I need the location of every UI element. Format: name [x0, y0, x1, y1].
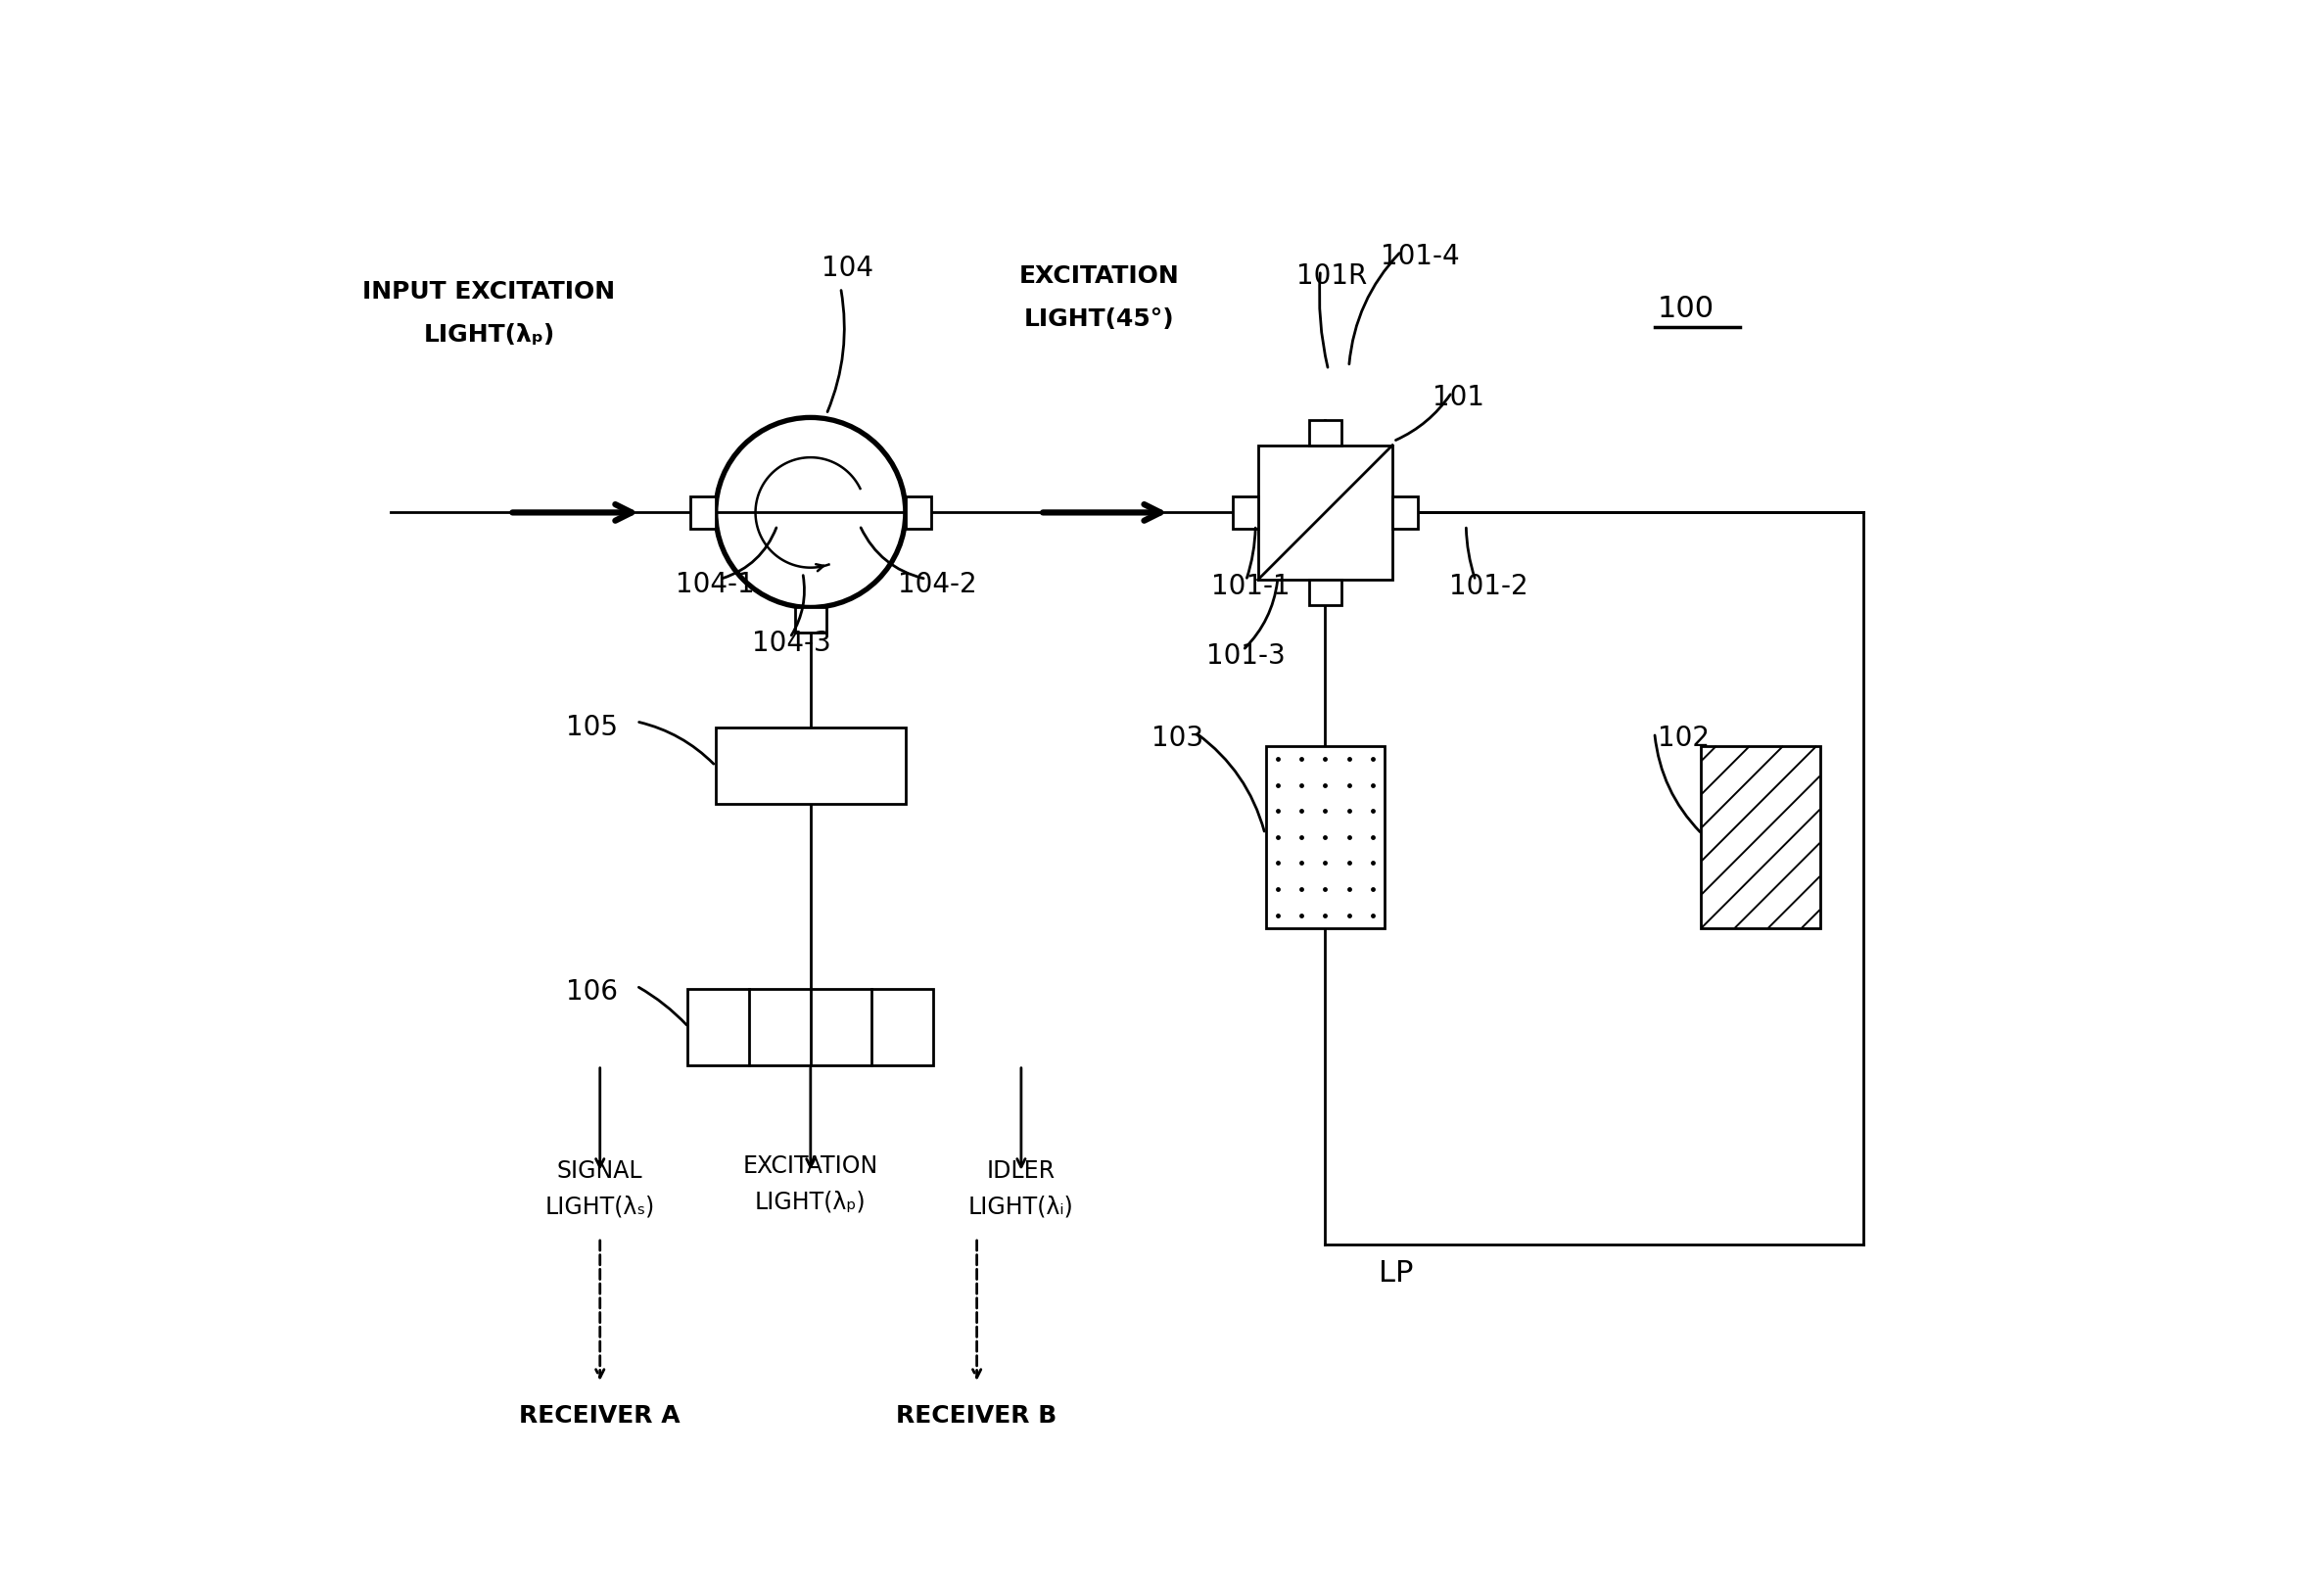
Text: LIGHT(λₛ): LIGHT(λₛ) [546, 1194, 656, 1218]
Text: 104-3: 104-3 [753, 629, 831, 656]
Text: EXCITATION: EXCITATION [744, 1154, 879, 1176]
Text: 101-2: 101-2 [1448, 573, 1529, 600]
Text: LIGHT(45°): LIGHT(45°) [1024, 306, 1174, 330]
Text: EXCITATION: EXCITATION [1017, 263, 1179, 287]
Text: LP: LP [1379, 1259, 1413, 1286]
Bar [1232, 498, 1257, 528]
Text: 101R: 101R [1296, 262, 1367, 289]
Text: LIGHT(λₚ): LIGHT(λₚ) [424, 322, 555, 346]
Bar [688, 990, 932, 1066]
Text: 101: 101 [1432, 385, 1485, 412]
Text: 106: 106 [566, 977, 617, 1005]
Text: IDLER: IDLER [988, 1159, 1057, 1181]
Text: LIGHT(λₚ): LIGHT(λₚ) [755, 1189, 866, 1213]
Text: 102: 102 [1657, 725, 1710, 752]
Text: RECEIVER A: RECEIVER A [520, 1403, 681, 1427]
Text: 103: 103 [1151, 725, 1204, 752]
Bar [1310, 581, 1342, 606]
Bar [691, 498, 716, 528]
Bar [716, 728, 905, 804]
Text: 101-1: 101-1 [1211, 573, 1289, 600]
Text: 105: 105 [566, 713, 617, 741]
Text: 100: 100 [1657, 295, 1715, 324]
Bar [1310, 421, 1342, 445]
Text: 104-2: 104-2 [898, 571, 976, 598]
Bar [905, 498, 930, 528]
Text: 101-3: 101-3 [1206, 642, 1285, 669]
Bar [794, 608, 826, 634]
Bar [1266, 747, 1384, 929]
Bar [1701, 747, 1821, 929]
Bar [1257, 445, 1393, 581]
Text: SIGNAL: SIGNAL [557, 1159, 642, 1181]
Text: 104: 104 [822, 254, 872, 281]
Text: 104-1: 104-1 [677, 571, 755, 598]
Bar [1393, 498, 1418, 528]
Text: RECEIVER B: RECEIVER B [895, 1403, 1057, 1427]
Text: LIGHT(λᵢ): LIGHT(λᵢ) [969, 1194, 1075, 1218]
Text: 101-4: 101-4 [1381, 243, 1459, 270]
Text: INPUT EXCITATION: INPUT EXCITATION [364, 279, 615, 303]
